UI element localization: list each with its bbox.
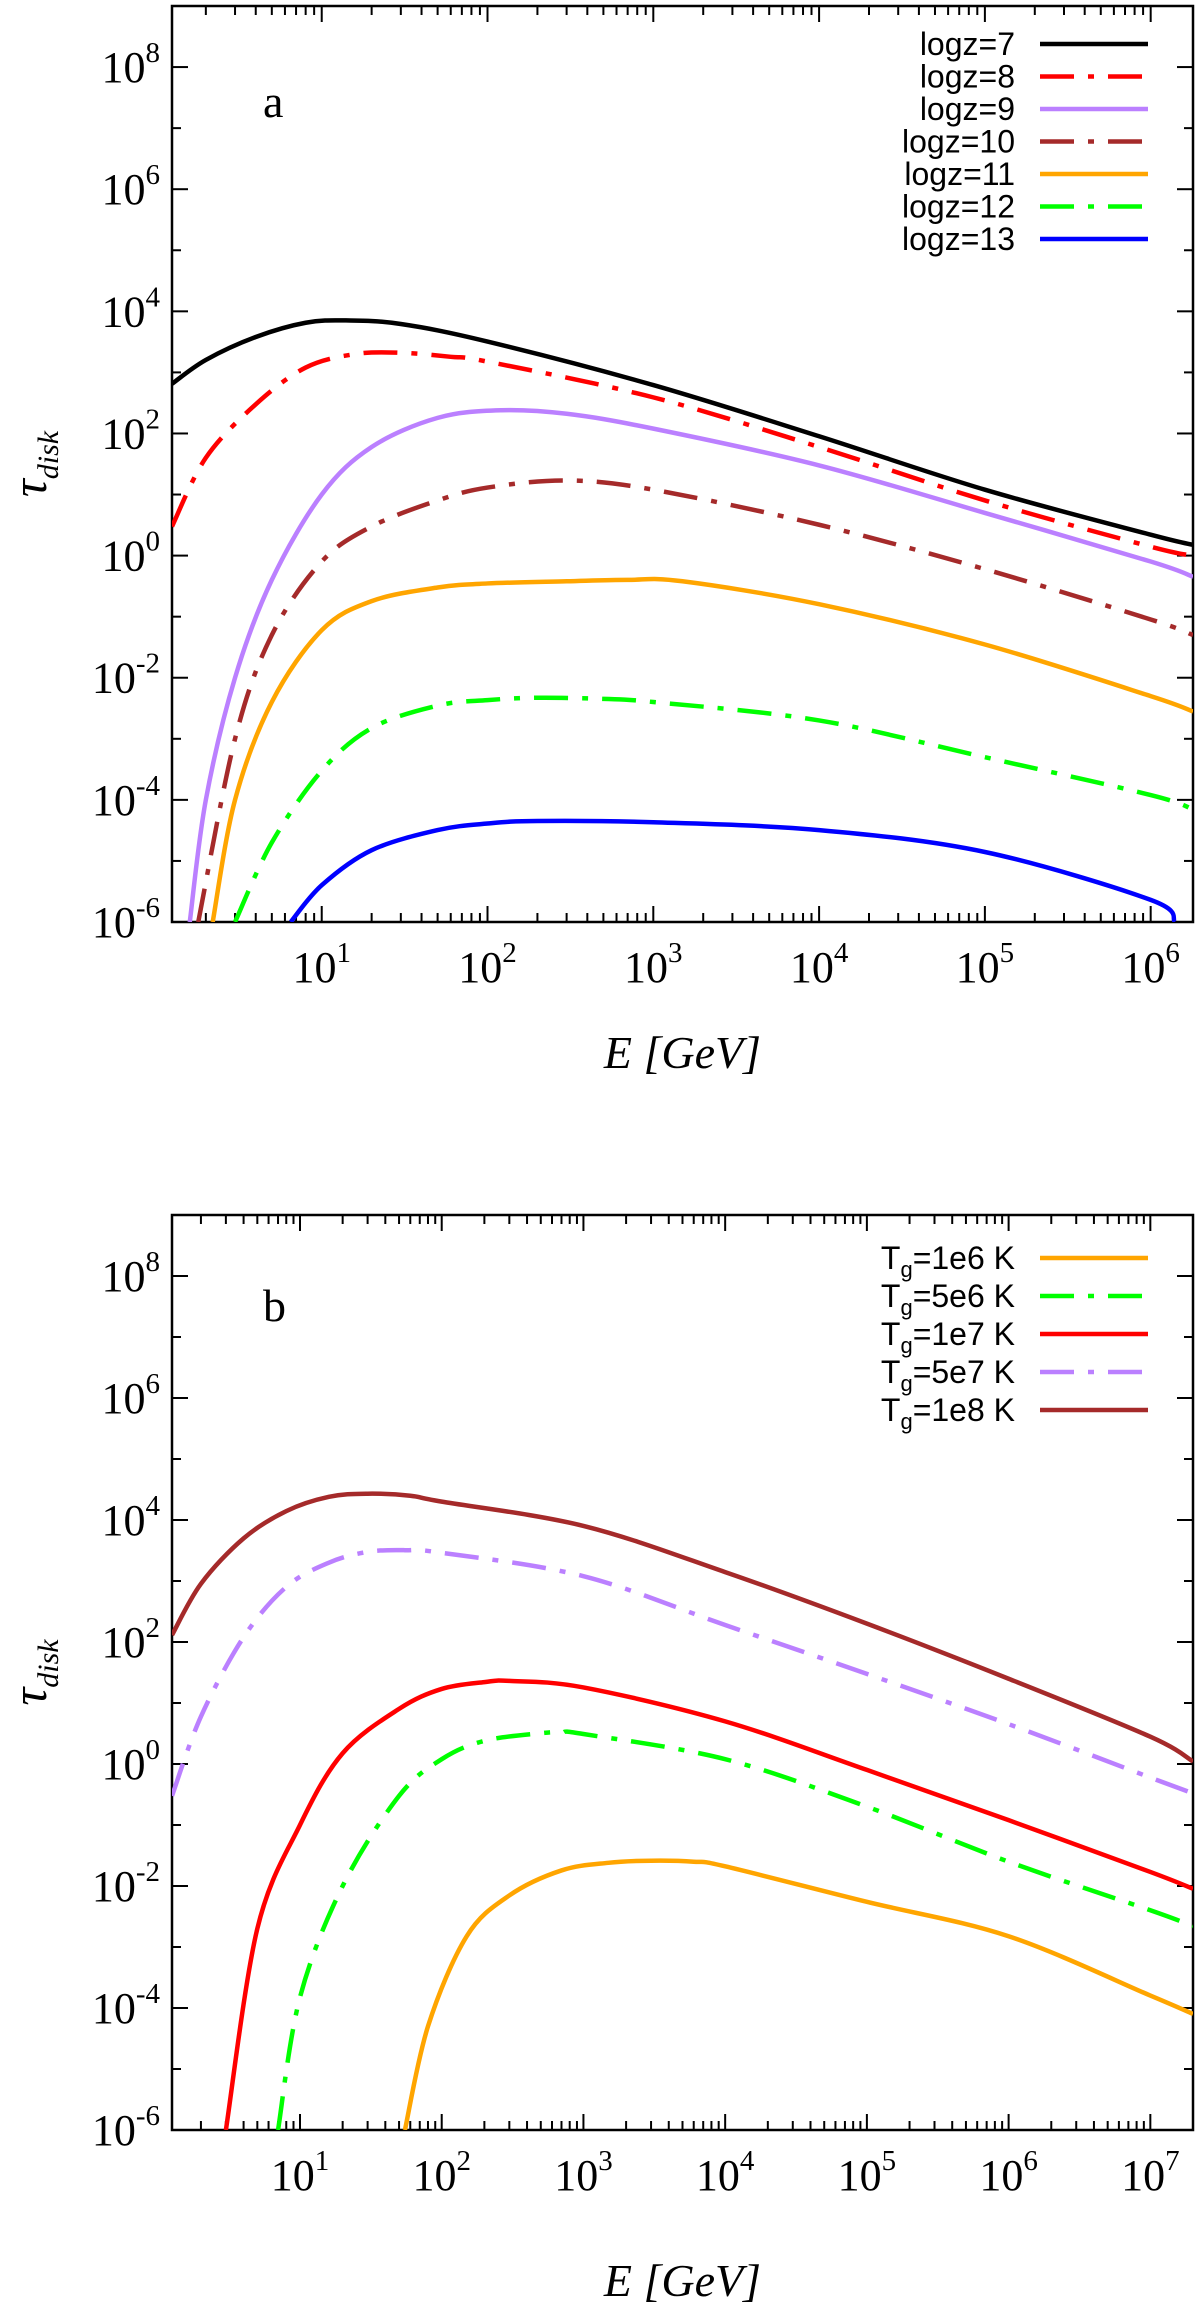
legend-label: logz=12: [902, 189, 1015, 225]
y-tick-label: 100: [102, 526, 161, 581]
x-tick-label: 103: [624, 937, 683, 992]
x-tick-label: 105: [956, 937, 1015, 992]
series-line: [196, 478, 1193, 922]
y-tick-label: 100: [102, 1734, 161, 1789]
legend: Tg=1e6 KTg=5e6 KTg=1e7 KTg=5e7 KTg=1e8 K: [881, 1240, 1148, 1434]
legend-label: Tg=5e7 K: [881, 1354, 1015, 1396]
series-line: [172, 318, 1193, 548]
x-tick-label: 107: [1121, 2145, 1180, 2200]
series-group: [172, 318, 1193, 922]
y-ticks: [172, 1214, 1193, 2131]
legend-label: logz=10: [902, 124, 1015, 160]
y-tick-label: 10-6: [92, 892, 160, 947]
y-tick-label: 108: [102, 1246, 161, 1301]
series-line: [187, 407, 1193, 922]
legend-label: logz=11: [904, 156, 1015, 192]
y-tick-label: 104: [102, 1490, 161, 1545]
x-tick-label: 102: [412, 2145, 471, 2200]
legend-label: logz=8: [920, 59, 1015, 95]
panel-label: a: [263, 76, 283, 127]
x-axis-label: E [GeV]: [603, 1027, 761, 1078]
y-tick-label: 104: [102, 281, 161, 336]
y-tick-label: 10-4: [92, 1978, 161, 2033]
series-line: [172, 1547, 1193, 1797]
y-axis-label: τdisk: [1, 1639, 65, 1706]
x-tick-label: 106: [979, 2145, 1038, 2200]
x-tick-label: 104: [696, 2145, 755, 2200]
y-tick-label: 106: [102, 1368, 161, 1423]
series-line: [172, 350, 1193, 558]
y-tick-label: 10-6: [92, 2100, 160, 2155]
y-tick-label: 10-4: [92, 770, 161, 825]
series-group: [172, 1491, 1193, 2130]
x-tick-label: 101: [271, 2145, 330, 2200]
series-line: [275, 1729, 1193, 2130]
series-line: [172, 1491, 1193, 1764]
panel-b: 101 102 103 104 105 106 107 10-6 10-4 10-2 100 102 1…: [1, 1213, 1195, 2302]
legend-label: logz=9: [920, 91, 1015, 127]
series-line: [402, 1858, 1193, 2130]
y-tick-label: 102: [102, 1612, 161, 1667]
y-tick-label: 108: [102, 37, 161, 92]
x-ticks: [199, 1215, 1194, 2130]
y-ticks: [172, 5, 1193, 923]
x-tick-label: 104: [790, 937, 849, 992]
y-axis-label: τdisk: [1, 430, 65, 497]
series-line: [210, 576, 1193, 922]
series-line: [232, 695, 1193, 922]
x-tick-label: 106: [1121, 937, 1180, 992]
x-tick-label: 101: [292, 937, 351, 992]
legend-label: logz=13: [902, 221, 1015, 257]
x-tick-label: 103: [554, 2145, 613, 2200]
panel-label: b: [263, 1280, 286, 1331]
legend-label: Tg=1e6 K: [881, 1240, 1015, 1282]
legend: logz=7logz=8logz=9logz=10logz=11logz=12l…: [902, 26, 1148, 257]
series-line: [223, 1678, 1193, 2130]
legend-label: logz=7: [920, 26, 1015, 62]
y-tick-label: 102: [102, 403, 161, 458]
x-tick-label: 102: [458, 937, 517, 992]
plot-frame: [170, 4, 1195, 924]
y-tick-label: 10-2: [92, 1856, 160, 1911]
legend-label: Tg=1e8 K: [881, 1392, 1015, 1434]
panel-a: 101 102 103 104 105 106 10-6 10-4 10-2 100 102 104 1…: [1, 4, 1195, 1078]
y-tick-label: 106: [102, 159, 161, 214]
series-line: [288, 818, 1177, 922]
plot-frame: [170, 1213, 1195, 2132]
legend-label: Tg=5e6 K: [881, 1278, 1015, 1320]
y-tick-label: 10-2: [92, 648, 160, 703]
x-ticks: [204, 6, 1152, 922]
x-axis-label: E [GeV]: [603, 2255, 761, 2302]
legend-label: Tg=1e7 K: [881, 1316, 1015, 1358]
x-tick-label: 105: [838, 2145, 897, 2200]
